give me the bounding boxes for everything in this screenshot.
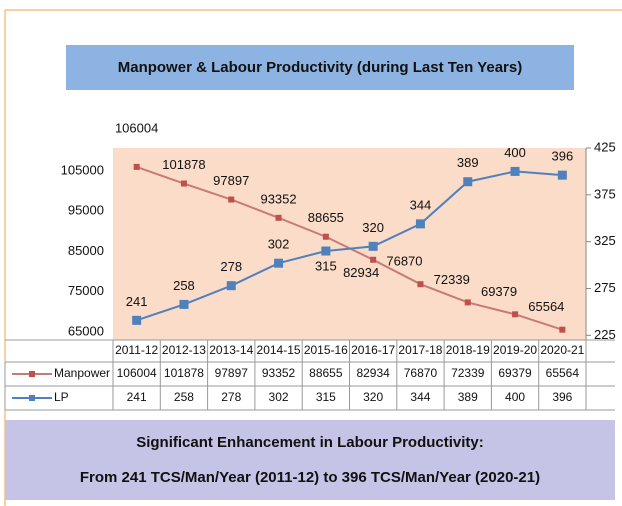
table-cell: 69379 xyxy=(498,366,532,380)
x-tick-label: 2011-12 xyxy=(115,343,158,357)
table-cell: 302 xyxy=(269,390,289,404)
y2-tick-label: 325 xyxy=(594,233,616,248)
data-label: 69379 xyxy=(481,284,517,299)
data-label: 320 xyxy=(362,220,384,235)
point xyxy=(321,246,331,256)
y2-tick-label: 425 xyxy=(594,139,616,154)
series-line xyxy=(136,170,563,322)
data-label: 93352 xyxy=(260,191,296,206)
y2-tick-label: 375 xyxy=(594,186,616,201)
y-tick-label: 85000 xyxy=(68,243,104,258)
point xyxy=(228,196,235,203)
table-cell: 258 xyxy=(174,390,194,404)
x-tick-label: 2013-14 xyxy=(209,343,253,357)
legend-label: Manpower xyxy=(54,366,110,380)
data-label: 76870 xyxy=(386,254,422,269)
table-cell: 76870 xyxy=(404,366,438,380)
plot-area xyxy=(113,148,586,340)
y-tick-label: 65000 xyxy=(68,323,104,338)
table-cell: 344 xyxy=(410,390,430,404)
data-label: 396 xyxy=(551,149,573,164)
data-label: 278 xyxy=(220,259,242,274)
y2-tick-label: 275 xyxy=(594,280,616,295)
point xyxy=(322,233,329,240)
annotation: From 241 TCS/Man/Year (2011-12) to 396 T… xyxy=(80,469,540,486)
table-cell: 93352 xyxy=(262,366,296,380)
title-box xyxy=(66,45,574,90)
point xyxy=(510,166,520,176)
data-label: 241 xyxy=(126,294,148,309)
point xyxy=(463,177,473,187)
data-label: 400 xyxy=(504,145,526,160)
table-cell: 396 xyxy=(552,390,572,404)
table-cell: 72339 xyxy=(451,366,485,380)
footer-box xyxy=(5,420,615,500)
table-cell: 320 xyxy=(363,390,383,404)
data-label: 101878 xyxy=(162,157,205,172)
point xyxy=(226,281,236,291)
data-label: 258 xyxy=(173,278,195,293)
point xyxy=(464,299,471,306)
data-label: 389 xyxy=(457,155,479,170)
legend-marker xyxy=(29,371,35,377)
point xyxy=(512,311,519,318)
annotation: Significant Enhancement in Labour Produc… xyxy=(136,434,484,451)
point xyxy=(557,170,567,180)
table-cell: 389 xyxy=(458,390,478,404)
y2-tick-label: 225 xyxy=(594,327,616,342)
y-tick-label: 95000 xyxy=(68,203,104,218)
x-tick-label: 2012-13 xyxy=(162,343,206,357)
table-cell: 101878 xyxy=(164,366,204,380)
point xyxy=(275,214,282,221)
data-label: 97897 xyxy=(213,173,249,188)
data-label: 106004 xyxy=(115,120,158,135)
chart-title: Manpower & Labour Productivity (during L… xyxy=(118,59,523,76)
table-cell: 88655 xyxy=(309,366,343,380)
table-cell: 106004 xyxy=(117,366,157,380)
point xyxy=(179,299,189,309)
point xyxy=(368,241,378,251)
x-tick-label: 2020-21 xyxy=(540,343,584,357)
x-tick-label: 2018-19 xyxy=(446,343,490,357)
y-tick-label: 105000 xyxy=(61,162,104,177)
point xyxy=(274,258,284,268)
point xyxy=(415,219,425,229)
data-label: 302 xyxy=(268,237,290,252)
data-label: 82934 xyxy=(343,265,379,280)
point xyxy=(370,256,377,263)
table-cell: 97897 xyxy=(215,366,249,380)
point xyxy=(180,180,187,187)
legend-marker xyxy=(29,395,35,401)
data-label: 315 xyxy=(315,258,337,273)
x-tick-label: 2019-20 xyxy=(493,343,537,357)
point xyxy=(559,326,566,333)
data-label: 88655 xyxy=(308,210,344,225)
x-tick-label: 2016-17 xyxy=(351,343,395,357)
table-cell: 400 xyxy=(505,390,525,404)
table-cell: 278 xyxy=(221,390,241,404)
data-label: 65564 xyxy=(528,299,564,314)
data-label: 344 xyxy=(410,197,432,212)
table-cell: 241 xyxy=(127,390,147,404)
point xyxy=(132,315,142,325)
table-cell: 82934 xyxy=(356,366,390,380)
x-tick-label: 2017-18 xyxy=(398,343,442,357)
table-cell: 65564 xyxy=(546,366,580,380)
y-tick-label: 75000 xyxy=(68,283,104,298)
point xyxy=(133,163,140,170)
x-tick-label: 2014-15 xyxy=(257,343,301,357)
data-label: 72339 xyxy=(434,272,470,287)
legend-label: LP xyxy=(54,390,69,404)
x-tick-label: 2015-16 xyxy=(304,343,348,357)
point xyxy=(417,281,424,288)
table-cell: 315 xyxy=(316,390,336,404)
